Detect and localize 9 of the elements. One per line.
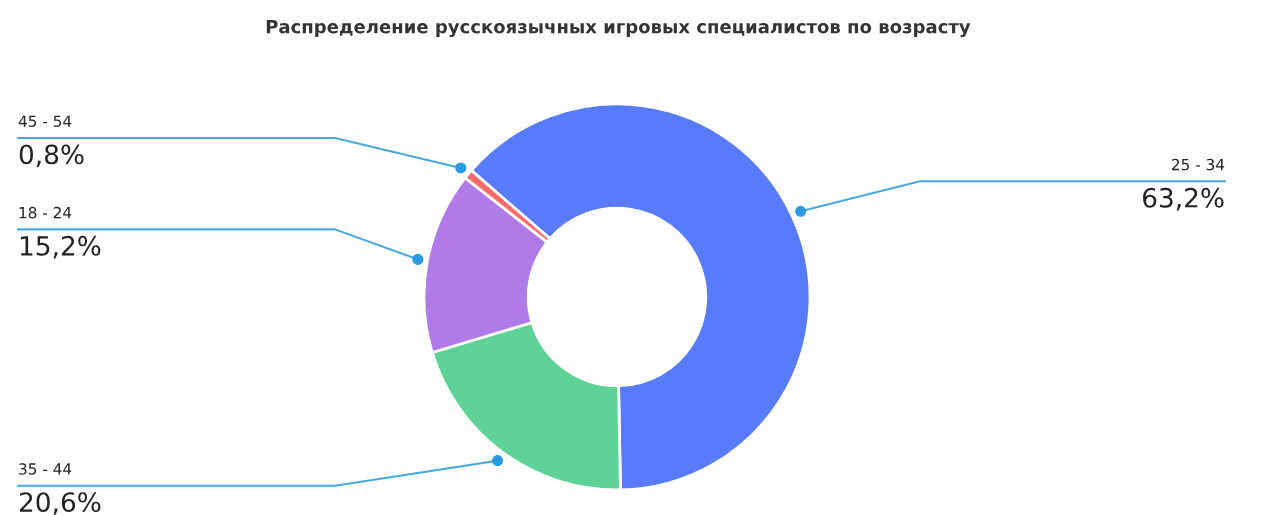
data-label: 63,2% [1143, 187, 1224, 211]
slice-label: 35 - 44 [19, 463, 72, 475]
chart-title: Распределение русскоязычных игровых специалистов по возрасту [266, 20, 971, 38]
data-label: 0,8% [19, 144, 84, 168]
slice-label: 18 - 24 [19, 206, 72, 219]
data-label: 20,6% [19, 492, 101, 515]
data-label: 15,2% [20, 235, 101, 259]
slice-label: 25 - 34 [1172, 158, 1225, 171]
slice-label: 45 - 54 [18, 115, 72, 127]
